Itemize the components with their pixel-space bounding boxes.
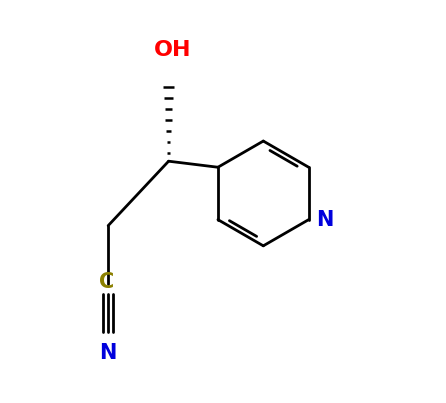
- Text: N: N: [99, 343, 117, 363]
- Text: C: C: [99, 272, 114, 292]
- Text: N: N: [316, 210, 333, 230]
- Text: OH: OH: [154, 40, 191, 60]
